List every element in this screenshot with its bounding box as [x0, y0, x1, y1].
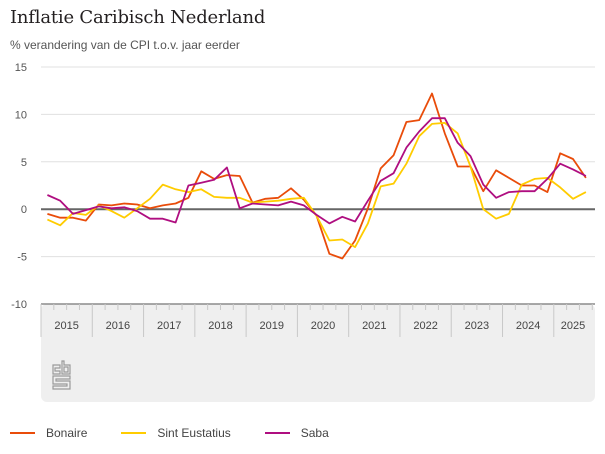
y-tick-label: 15 — [15, 62, 27, 74]
x-tick-label: 2020 — [311, 320, 335, 332]
legend-swatch — [264, 432, 290, 434]
x-tick-label: 2019 — [260, 320, 284, 332]
y-tick-label: 0 — [21, 204, 27, 216]
legend-item-sint-eustatius[interactable]: Sint Eustatius — [121, 426, 231, 440]
legend-swatch — [121, 432, 147, 434]
series-line-sint-eustatius[interactable] — [47, 122, 587, 249]
y-axis-tick-labels: 15 10 5 0 -5 -10 — [11, 62, 27, 311]
y-tick-label: 10 — [15, 109, 27, 121]
legend-swatch — [10, 432, 35, 434]
legend-item-bonaire[interactable]: Bonaire — [10, 426, 87, 440]
chart-subtitle: % verandering van de CPI t.o.v. jaar eer… — [10, 38, 240, 52]
x-tick-label: 2025 — [561, 320, 585, 332]
chart-title: Inflatie Caribisch Nederland — [10, 7, 266, 28]
x-tick-label: 2024 — [516, 320, 540, 332]
x-tick-label: 2016 — [106, 320, 130, 332]
y-tick-label: -5 — [17, 252, 27, 264]
x-axis: 2015 2016 2017 2018 2019 2020 2021 2022 2023 2024… — [40, 303, 595, 337]
series-line-bonaire[interactable] — [47, 92, 587, 260]
x-axis-panel — [41, 304, 595, 402]
x-tick-label: 2021 — [362, 320, 386, 332]
grid-lines — [41, 66, 595, 258]
x-tick-label: 2017 — [157, 320, 181, 332]
legend-label: Bonaire — [46, 426, 88, 440]
x-tick-label: 2022 — [413, 320, 437, 332]
x-tick-label: 2023 — [465, 320, 489, 332]
y-tick-label: -10 — [11, 299, 27, 311]
series-line-saba[interactable] — [47, 117, 587, 225]
x-tick-label: 2015 — [54, 320, 78, 332]
legend-item-saba[interactable]: Saba — [264, 426, 329, 440]
y-tick-label: 5 — [21, 157, 27, 169]
chart-legend: Bonaire Sint Eustatius Saba — [10, 426, 363, 440]
x-tick-label: 2018 — [208, 320, 232, 332]
cbs-logo-icon — [52, 360, 71, 390]
legend-label: Sint Eustatius — [157, 426, 231, 440]
legend-label: Saba — [300, 426, 329, 440]
series-lines — [47, 92, 587, 260]
